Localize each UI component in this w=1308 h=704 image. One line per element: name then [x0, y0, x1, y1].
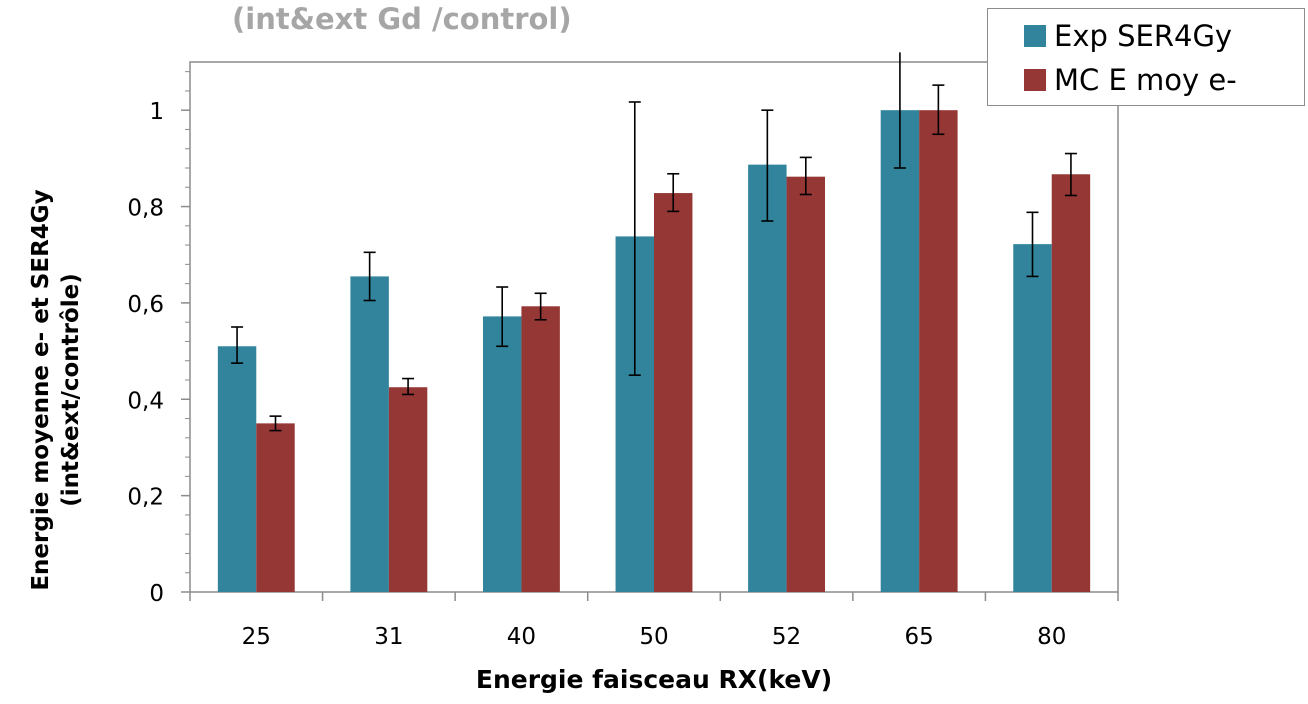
x-tick-label: 52	[772, 624, 801, 650]
legend-swatch-exp	[1024, 25, 1046, 47]
bar-mc-40	[521, 306, 560, 592]
x-tick-label: 80	[1037, 624, 1066, 650]
legend-item-exp: Exp SER4Gy	[1024, 16, 1232, 56]
error-bars	[231, 52, 1077, 432]
legend-item-mc: MC E moy e-	[1024, 60, 1237, 100]
error-bar-mc-25	[269, 415, 282, 432]
y-tick-label: 0	[149, 581, 164, 607]
y-axis-label-line-2: (int&ext/contrôle)	[58, 273, 84, 507]
error-bar-mc-31	[402, 377, 415, 396]
y-axis-label: Energie moyenne e- et SER4Gy (int&ext/co…	[26, 110, 86, 670]
bars	[217, 110, 1091, 593]
bar-mc-65	[919, 110, 958, 592]
bar-mc-52	[786, 176, 826, 592]
x-tick-label: 65	[905, 624, 934, 650]
bar-mc-50	[654, 193, 693, 592]
error-bar-exp-50	[628, 101, 641, 376]
legend-label-mc: MC E moy e-	[1054, 63, 1237, 97]
bar-mc-25	[256, 423, 295, 592]
x-tick-label: 50	[639, 624, 668, 650]
y-axis-label-line-1: Energie moyenne e- et SER4Gy	[28, 189, 54, 591]
error-bar-exp-40	[496, 286, 509, 348]
bar-exp-40	[482, 316, 522, 592]
error-bar-exp-65	[893, 52, 906, 169]
error-bar-mc-40	[534, 292, 547, 321]
legend-swatch-mc	[1024, 69, 1046, 91]
error-bar-mc-80	[1064, 152, 1077, 197]
legend: Exp SER4Gy MC E moy e-	[987, 8, 1305, 106]
error-bar-exp-52	[761, 109, 774, 222]
x-tick-label: 31	[374, 624, 403, 650]
error-bar-exp-31	[363, 251, 376, 302]
y-tick-label: 1	[149, 99, 164, 125]
bar-exp-80	[1013, 244, 1052, 593]
y-tick-label: 0,2	[127, 485, 164, 511]
bar-mc-31	[388, 387, 428, 592]
error-bar-mc-50	[667, 172, 680, 213]
bar-exp-52	[748, 164, 787, 593]
x-tick-label: 25	[242, 624, 271, 650]
chart-title: (int&ext Gd /control)	[232, 2, 572, 36]
error-bar-mc-65	[932, 84, 945, 136]
x-tick-label: 40	[507, 624, 536, 650]
error-bar-mc-52	[799, 156, 812, 196]
x-axis-label: Energie faisceau RX(keV)	[475, 665, 833, 694]
bar-exp-31	[350, 276, 389, 592]
legend-label-exp: Exp SER4Gy	[1054, 19, 1233, 53]
y-tick-label: 0,8	[127, 196, 164, 222]
error-bar-exp-25	[231, 326, 244, 364]
bar-exp-25	[217, 346, 257, 592]
error-bar-exp-80	[1026, 211, 1039, 278]
bar-mc-80	[1051, 174, 1091, 592]
tick-labels: 0 0,2 0,4 0,6 0,8 1 25 31 40 50 52 65 80	[127, 99, 1066, 650]
bar-exp-65	[880, 110, 920, 592]
y-tick-label: 0,6	[127, 292, 164, 318]
y-tick-label: 0,4	[127, 388, 164, 414]
